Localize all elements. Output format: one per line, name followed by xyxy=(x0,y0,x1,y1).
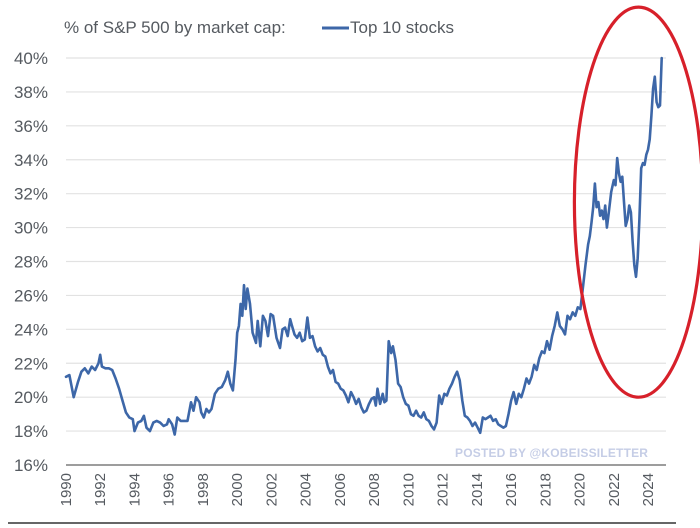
x-tick-label: 2004 xyxy=(298,473,315,506)
legend-label: Top 10 stocks xyxy=(350,18,454,37)
y-tick-label: 40% xyxy=(14,49,48,68)
x-axis: 1990 1992 1994 1996 1998 2000 2002 2004 2006 2008… xyxy=(58,473,657,506)
x-tick-label: 2016 xyxy=(503,473,520,506)
y-tick-label: 26% xyxy=(14,286,48,305)
highlight-ellipse xyxy=(572,5,700,399)
x-tick-label: 1992 xyxy=(92,473,109,506)
x-tick-label: 2018 xyxy=(537,473,554,506)
x-tick-label: 2010 xyxy=(400,473,417,506)
gridlines xyxy=(66,57,666,432)
watermark: POSTED BY @KOBEISSILETTER xyxy=(455,446,648,460)
chart-title: % of S&P 500 by market cap: xyxy=(64,18,286,37)
chart-title-group: % of S&P 500 by market cap: Top 10 stock… xyxy=(64,18,454,37)
x-tick-label: 2002 xyxy=(263,473,280,506)
x-tick-label: 2008 xyxy=(366,473,383,506)
y-axis: 16% 18% 20% 22% 24% 26% 28% 30% 32% 34% 36% 38% 40% xyxy=(14,49,48,475)
y-tick-label: 30% xyxy=(14,219,48,238)
y-tick-label: 20% xyxy=(14,388,48,407)
series-group xyxy=(64,56,663,436)
x-tick-label: 2000 xyxy=(229,473,246,506)
y-tick-label: 36% xyxy=(14,117,48,136)
series-line-top-10-stocks xyxy=(64,56,663,436)
x-tick-label: 1998 xyxy=(195,473,212,506)
y-tick-label: 24% xyxy=(14,320,48,339)
x-tick-label: 2014 xyxy=(469,473,486,506)
x-tick-label: 2006 xyxy=(332,473,349,506)
y-tick-label: 32% xyxy=(14,185,48,204)
y-tick-label: 38% xyxy=(14,83,48,102)
x-tick-label: 1990 xyxy=(58,473,75,506)
annotation-layer xyxy=(572,5,700,399)
y-tick-label: 34% xyxy=(14,151,48,170)
x-tick-label: 2022 xyxy=(606,473,623,506)
x-tick-label: 1994 xyxy=(126,473,143,506)
x-tick-label: 2020 xyxy=(572,473,589,506)
y-tick-label: 22% xyxy=(14,354,48,373)
x-tick-label: 2012 xyxy=(435,473,452,506)
x-tick-label: 2024 xyxy=(640,473,657,506)
x-tick-label: 1996 xyxy=(161,473,178,506)
y-tick-label: 18% xyxy=(14,422,48,441)
y-tick-label: 16% xyxy=(14,456,48,475)
y-tick-label: 28% xyxy=(14,253,48,272)
